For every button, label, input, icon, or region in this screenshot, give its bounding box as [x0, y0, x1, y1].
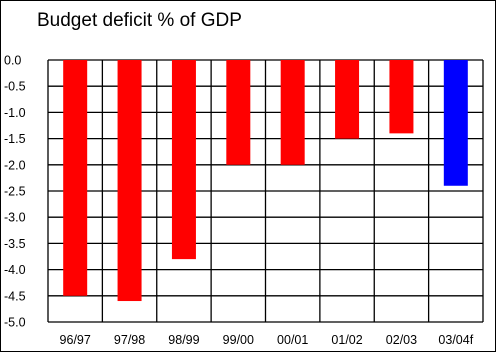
x-tick-label: 96/97 [60, 333, 91, 347]
y-tick-label: -2.5 [4, 185, 26, 199]
x-tick-label: 00/01 [277, 333, 308, 347]
bar-98-99 [171, 60, 196, 260]
bar-00-01 [280, 60, 305, 165]
bar-02-03 [389, 60, 414, 134]
y-tick-label: -1.0 [4, 106, 26, 120]
y-tick-label: -3.0 [4, 211, 26, 225]
chart-title: Budget deficit % of GDP [37, 10, 242, 31]
x-tick-label: 03/04f [438, 333, 473, 347]
x-tick-label: 01/02 [331, 333, 362, 347]
x-tick-label: 98/99 [168, 333, 199, 347]
bar-99-00 [226, 60, 251, 165]
x-tick-label: 97/98 [114, 333, 145, 347]
y-tick-label: -2.0 [4, 158, 26, 172]
bar-01-02 [335, 60, 360, 139]
y-tick-label: -1.5 [4, 132, 26, 146]
y-tick-label: -4.5 [4, 289, 26, 303]
y-tick-label: -0.5 [4, 80, 26, 94]
y-tick-label: 0.0 [4, 54, 21, 68]
bar-97-98 [117, 60, 142, 302]
bar-96-97 [63, 60, 88, 296]
y-tick-label: -3.5 [4, 237, 26, 251]
x-tick-label: 99/00 [223, 333, 254, 347]
bar-03-04f [443, 60, 468, 186]
y-tick-label: -4.0 [4, 263, 26, 277]
x-tick-label: 02/03 [386, 333, 417, 347]
y-tick-label: -5.0 [4, 316, 26, 330]
